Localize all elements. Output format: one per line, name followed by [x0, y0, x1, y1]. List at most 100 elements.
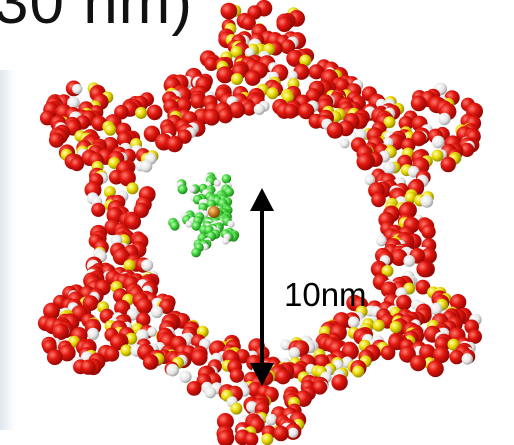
oxygen-atom — [110, 334, 126, 351]
oxygen-atom — [421, 224, 436, 239]
oxygen-atom — [331, 374, 348, 391]
hydrogen-atom — [166, 363, 180, 377]
hydrogen-atom — [265, 413, 278, 426]
oxygen-atom — [467, 329, 482, 344]
oxygen-atom — [440, 156, 456, 173]
oxygen-atom — [48, 132, 65, 148]
hydrogen-atom — [86, 327, 100, 340]
oxygen-atom — [273, 425, 289, 442]
guest-hydrogen-atom — [185, 220, 193, 228]
silicon-atom — [261, 433, 274, 445]
oxygen-atom — [133, 202, 149, 218]
oxygen-atom — [118, 169, 136, 187]
oxygen-atom — [104, 346, 120, 362]
hydrogen-atom — [431, 135, 445, 149]
hydrogen-atom — [347, 316, 360, 329]
silicon-atom — [299, 54, 312, 67]
hydrogen-atom — [72, 83, 83, 95]
hydrogen-atom — [403, 255, 416, 267]
oxygen-atom — [356, 153, 374, 171]
oxygen-atom — [380, 345, 396, 361]
oxygen-atom — [242, 101, 257, 116]
oxygen-atom — [275, 369, 291, 385]
oxygen-atom — [204, 57, 219, 71]
oxygen-atom — [46, 349, 63, 366]
oxygen-atom — [244, 432, 259, 445]
silicon-atom — [431, 149, 444, 162]
hydrogen-atom — [253, 103, 265, 115]
oxygen-atom — [91, 202, 106, 217]
oxygen-atom — [220, 2, 238, 20]
silicon-atom — [266, 87, 279, 100]
oxygen-atom — [229, 368, 245, 383]
hydrogen-atom — [364, 174, 376, 186]
hydrogen-atom — [147, 326, 158, 337]
oxygen-atom — [136, 312, 151, 327]
oxygen-atom — [241, 15, 256, 31]
silicon-atom — [281, 91, 294, 104]
silicon-atom — [381, 265, 394, 277]
silicon-atom — [120, 344, 133, 357]
guest-hydrogen-atom — [188, 185, 196, 193]
silicon-atom — [126, 182, 139, 195]
guest-metal-center — [208, 206, 220, 218]
guest-carbon-atom — [170, 221, 180, 231]
oxygen-atom — [420, 247, 437, 264]
oxygen-atom — [136, 297, 153, 315]
silicon-atom — [103, 186, 116, 198]
oxygen-atom — [216, 66, 234, 84]
guest-hydrogen-atom — [222, 237, 230, 245]
oxygen-atom — [203, 109, 220, 126]
oxygen-atom — [186, 381, 202, 396]
silicon-atom — [389, 321, 402, 334]
hydrogen-atom — [438, 112, 451, 126]
oxygen-atom — [415, 279, 431, 295]
diameter-label: 10nm — [284, 276, 367, 313]
oxygen-atom — [308, 64, 324, 80]
hydrogen-atom — [288, 347, 301, 359]
oxygen-atom — [390, 249, 408, 266]
oxygen-atom — [217, 108, 233, 124]
guest-hydrogen-atom — [227, 220, 235, 228]
oxygen-atom — [410, 95, 427, 112]
silicon-atom — [372, 319, 385, 332]
oxygen-atom — [143, 125, 161, 142]
oxygen-atom — [396, 294, 412, 311]
silicon-atom — [352, 365, 365, 378]
oxygen-atom — [70, 157, 84, 172]
left-edge-shadow — [0, 70, 16, 430]
oxygen-atom — [217, 429, 235, 445]
guest-molecule — [168, 172, 240, 258]
hydrogen-atom — [288, 427, 299, 438]
arrow-head-top — [250, 188, 274, 211]
oxygen-atom — [419, 344, 436, 361]
oxygen-atom — [449, 294, 467, 311]
oxygen-atom — [298, 103, 315, 120]
oxygen-atom — [80, 359, 96, 375]
oxygen-atom — [449, 349, 464, 365]
oxygen-atom — [191, 349, 208, 366]
oxygen-atom — [114, 299, 131, 317]
hydrogen-atom — [139, 160, 153, 173]
guest-carbon-atom — [191, 221, 202, 231]
oxygen-atom — [411, 131, 427, 147]
oxygen-atom — [43, 302, 61, 320]
oxygen-atom — [312, 380, 328, 395]
hydrogen-atom — [375, 235, 387, 247]
oxygen-atom — [380, 281, 398, 298]
silicon-atom — [104, 123, 117, 136]
silicon-atom — [123, 259, 136, 272]
diameter-arrow — [250, 188, 274, 386]
silicon-atom — [447, 338, 460, 351]
silicon-atom — [135, 106, 148, 119]
oxygen-atom — [190, 93, 206, 110]
silicon-atom — [230, 46, 243, 58]
hydrogen-atom — [461, 353, 473, 365]
title-fragment: 30 nm) — [0, 0, 193, 37]
guest-carbon-atom — [221, 174, 232, 184]
oxygen-atom — [286, 49, 304, 67]
hydrogen-atom — [150, 305, 163, 319]
oxygen-atom — [142, 355, 158, 370]
oxygen-atom — [159, 298, 175, 314]
